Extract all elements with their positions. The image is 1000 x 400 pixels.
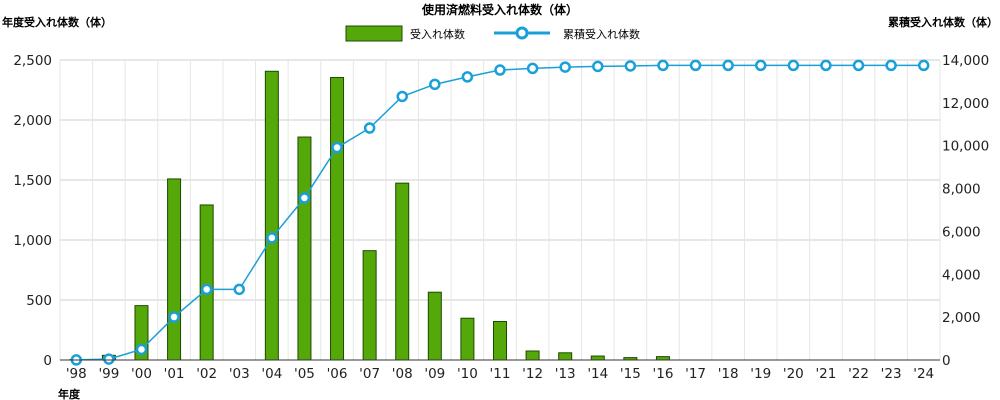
bar	[558, 352, 573, 361]
bar	[493, 320, 507, 361]
x-axis-title: 年度	[58, 387, 81, 400]
x-tick-label: '16	[653, 366, 674, 382]
x-tick-label: '10	[457, 366, 478, 382]
left-tick-label: 1,000	[13, 233, 52, 249]
cumulative-point	[689, 59, 702, 72]
bar	[655, 356, 670, 361]
cumulative-point	[396, 90, 408, 103]
bars	[69, 70, 670, 361]
legend-bar-label: 受入れ体数	[410, 27, 465, 41]
cumulative-point	[135, 343, 148, 356]
cumulative-point	[233, 283, 246, 296]
right-tick-label: 0	[942, 353, 951, 369]
x-tick-label: '07	[359, 366, 380, 382]
x-tick-label: '20	[783, 366, 804, 382]
x-tick-label: '04	[261, 366, 282, 382]
right-tick-label: 14,000	[942, 53, 989, 69]
left-axis-title: 年度受入れ体数（体）	[2, 15, 112, 29]
x-tick-label: '99	[98, 366, 119, 382]
left-tick-label: 1,500	[13, 173, 52, 189]
legend-line-marker	[515, 26, 529, 40]
x-tick-label: '13	[555, 366, 576, 382]
cumulative-point	[494, 64, 506, 76]
bar	[264, 70, 279, 361]
x-tick-label: '22	[848, 366, 869, 382]
right-tick-label: 2,000	[942, 310, 981, 326]
bar	[427, 291, 442, 361]
cumulative-point	[331, 141, 343, 154]
cumulative-point	[917, 59, 930, 72]
x-tick-label: '08	[392, 366, 413, 382]
right-tick-label: 12,000	[942, 96, 989, 112]
x-tick-label: '00	[131, 366, 152, 382]
x-tick-label: '02	[196, 366, 217, 382]
left-tick-label: 2,500	[13, 53, 52, 69]
legend-bar-swatch	[345, 25, 403, 42]
cumulative-point	[885, 59, 897, 72]
cumulative-point	[852, 59, 865, 72]
x-tick-label: '19	[750, 366, 771, 382]
bar	[199, 204, 214, 361]
bar	[362, 250, 377, 361]
grid	[59, 59, 941, 360]
bar	[330, 77, 345, 361]
cumulative-point	[429, 78, 441, 91]
right-tick-label: 6,000	[942, 224, 981, 240]
bar	[460, 317, 475, 361]
chart-title: 使用済燃料受入れ体数（体）	[421, 2, 578, 17]
left-tick-label: 0	[43, 353, 52, 369]
cumulative-line	[70, 59, 930, 366]
bar	[297, 136, 312, 361]
bar	[590, 355, 605, 361]
cumulative-point	[526, 62, 539, 75]
cumulative-point	[200, 283, 213, 296]
right-axis-title: 累積受入れ体数（体）	[888, 15, 998, 29]
right-tick-label: 4,000	[942, 267, 981, 283]
cumulative-point	[461, 71, 474, 83]
bar	[395, 182, 410, 361]
cumulative-point	[298, 192, 311, 204]
x-tick-label: '17	[685, 366, 706, 382]
cumulative-point	[722, 59, 734, 72]
cumulative-point	[624, 60, 637, 72]
right-tick-label: 8,000	[942, 182, 981, 198]
cumulative-point	[657, 59, 669, 72]
x-tick-label: '14	[587, 366, 608, 382]
cumulative-point	[820, 59, 832, 72]
tick-labels: 0 500 1,000 1,500 2,000 2,500 0 2,000 4,000 6,000…	[13, 53, 989, 382]
cumulative-point	[266, 232, 278, 244]
left-tick-label: 500	[26, 293, 52, 309]
x-tick-label: '18	[718, 366, 739, 382]
x-tick-label: '05	[294, 366, 315, 382]
left-tick-label: 2,000	[13, 113, 52, 129]
x-tick-label: '98	[66, 366, 87, 382]
cumulative-point	[787, 59, 800, 72]
cumulative-point	[103, 353, 115, 365]
right-tick-label: 10,000	[942, 139, 989, 155]
cumulative-point	[168, 311, 180, 323]
cumulative-point	[363, 122, 376, 134]
cumulative-point	[592, 60, 604, 73]
x-tick-label: '15	[620, 366, 641, 382]
bar	[167, 178, 182, 361]
legend-line-label: 累積受入れ体数	[563, 27, 640, 41]
x-tick-label: '06	[327, 366, 348, 382]
bar	[525, 350, 540, 361]
x-tick-label: '21	[815, 366, 836, 382]
x-tick-label: '23	[881, 366, 902, 382]
x-tick-label: '01	[164, 366, 185, 382]
x-tick-label: '24	[913, 366, 934, 382]
cumulative-point	[559, 61, 571, 73]
x-tick-label: '12	[522, 366, 543, 382]
x-tick-label: '09	[424, 366, 445, 382]
x-tick-label: '03	[229, 366, 250, 382]
legend: 受入れ体数 累積受入れ体数	[345, 25, 640, 42]
cumulative-point	[754, 59, 767, 72]
x-tick-label: '11	[490, 366, 511, 382]
